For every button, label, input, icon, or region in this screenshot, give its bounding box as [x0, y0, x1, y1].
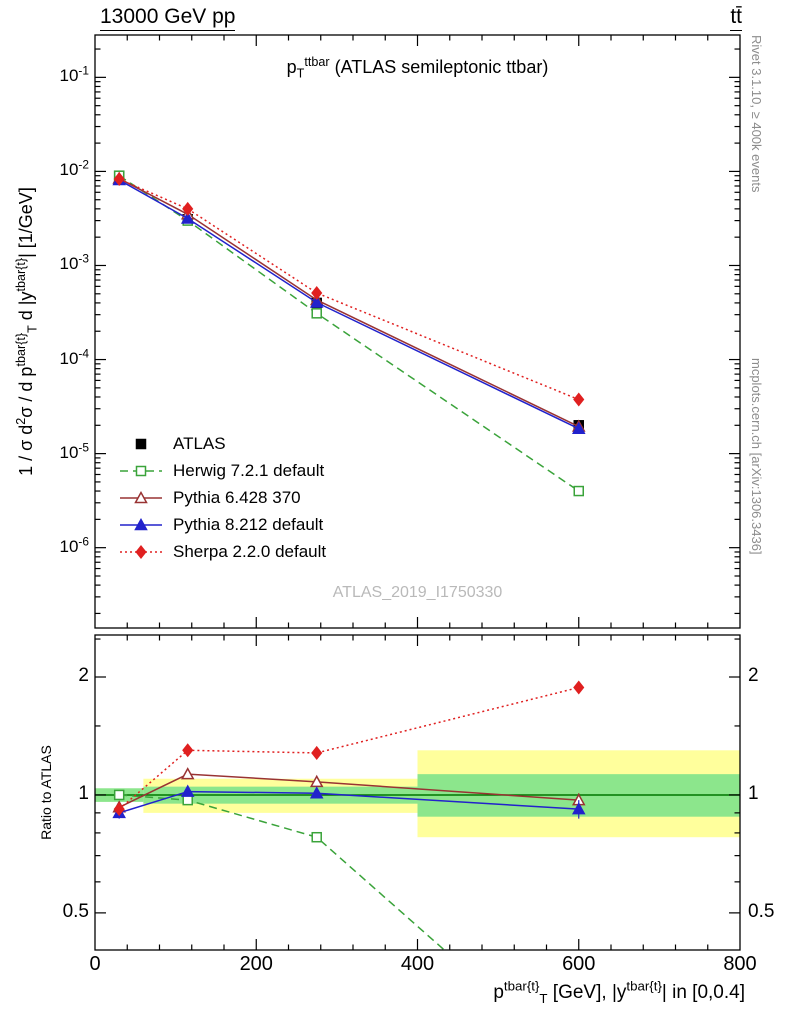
legend-item-3: Pythia 8.212 default — [118, 511, 326, 538]
mcplots-note: mcplots.cern.ch [arXiv:1306.3436] — [749, 358, 764, 555]
y-tick-label-main: 10-3 — [59, 251, 90, 274]
plot-title: pTttbar (ATLAS semileptonic ttbar) — [286, 55, 549, 81]
x-tick-label: 400 — [400, 953, 435, 975]
legend-marker — [120, 517, 162, 530]
y-tick-label-ratio-right: 2 — [748, 665, 759, 686]
legend-marker — [120, 465, 162, 476]
legend-label: Sherpa 2.2.0 default — [173, 541, 327, 561]
y-tick-label-ratio-right: 1 — [748, 782, 759, 804]
legend-marker — [135, 438, 147, 449]
legend-label: Pythia 8.212 default — [173, 514, 324, 534]
beam-energy-label: 13000 GeV pp — [100, 5, 236, 31]
x-tick-label: 0 — [89, 953, 101, 975]
series-main — [112, 172, 586, 434]
legend-label: ATLAS — [173, 433, 226, 453]
y-tick-label-ratio-left: 2 — [78, 665, 89, 686]
x-tick-label: 200 — [239, 953, 273, 975]
x-tick-label: 600 — [562, 953, 596, 975]
legend-marker — [120, 544, 162, 559]
y-tick-label-main: 10-2 — [59, 157, 90, 180]
x-tick-label: 800 — [723, 953, 757, 975]
x-axis-label: ptbar{t}T [GeV], |ytbar{t}| in [0,0.4] — [493, 978, 745, 1006]
y-tick-label-ratio-left: 1 — [78, 782, 89, 804]
series-ratio — [113, 680, 585, 817]
series-ratio — [112, 784, 586, 819]
legend-marker — [120, 490, 162, 503]
legend-item-0: ATLAS — [118, 430, 326, 457]
y-tick-label-main: 10-5 — [59, 439, 90, 462]
legend-item-1: Herwig 7.2.1 default — [118, 457, 326, 484]
y-tick-label-main: 10-6 — [59, 534, 90, 556]
y-tick-label-ratio-right: 0.5 — [748, 900, 775, 922]
analysis-id-watermark: ATLAS_2019_I1750330 — [332, 584, 503, 601]
legend-label: Pythia 6.428 370 — [173, 487, 301, 507]
rivet-version-note: Rivet 3.1.10, ≥ 400k events — [749, 35, 764, 193]
y-tick-label-ratio-left: 0.5 — [62, 900, 89, 922]
axis-ticks — [95, 35, 740, 950]
legend-label: Herwig 7.2.1 default — [173, 460, 325, 480]
process-label: tt̄ — [730, 5, 742, 31]
series-main — [112, 171, 586, 432]
y-tick-label-main: 10-1 — [59, 63, 90, 86]
series-main — [113, 172, 585, 407]
legend-item-4: Sherpa 2.2.0 default — [118, 538, 326, 565]
legend-item-2: Pythia 6.428 370 — [118, 484, 326, 511]
legend: ATLAS Herwig 7.2.1 default Pythia 6.428 37… — [118, 430, 326, 565]
y-tick-label-main: 10-4 — [59, 345, 90, 368]
